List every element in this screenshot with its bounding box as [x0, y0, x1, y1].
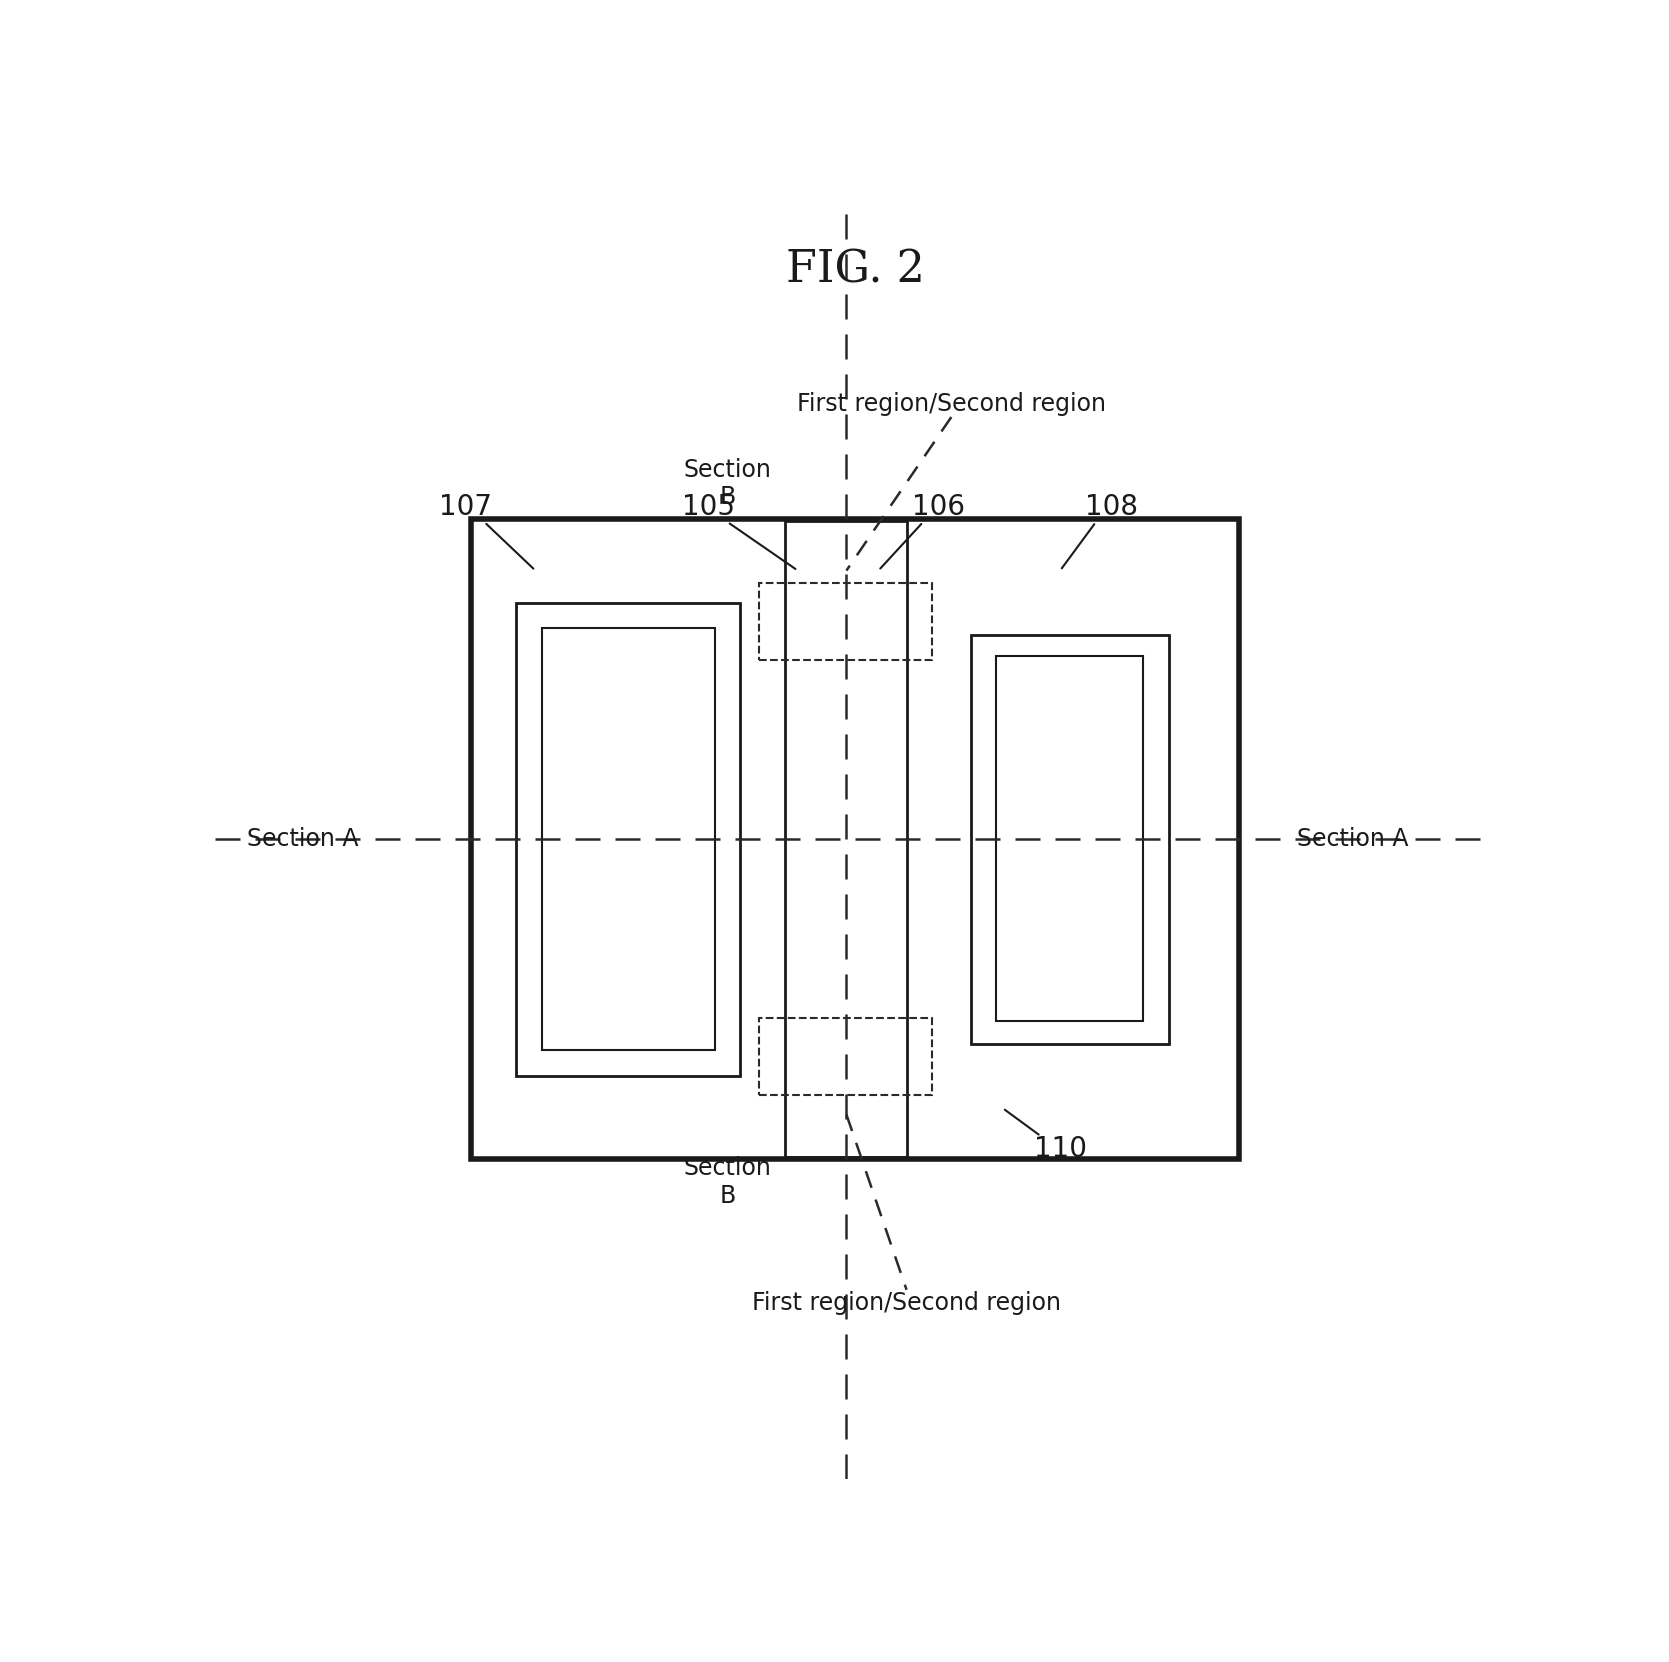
Bar	[784, 520, 906, 1157]
Bar	[759, 583, 933, 660]
Text: Section A: Section A	[247, 828, 359, 851]
Text: 107: 107	[439, 492, 492, 520]
Bar	[516, 603, 739, 1075]
Bar	[971, 635, 1168, 1044]
Text: 105: 105	[681, 492, 734, 520]
Text: Section
B: Section B	[683, 1157, 771, 1208]
Text: First region/Second region: First region/Second region	[796, 392, 1107, 416]
Bar	[471, 519, 1240, 1160]
Text: 108: 108	[1085, 492, 1138, 520]
Text: 106: 106	[911, 492, 965, 520]
Bar	[759, 1019, 933, 1095]
Text: 110: 110	[1033, 1135, 1087, 1163]
Bar	[542, 628, 714, 1050]
Bar	[996, 656, 1143, 1020]
Text: Section A: Section A	[1297, 828, 1409, 851]
Text: FIG. 2: FIG. 2	[786, 248, 925, 291]
Text: First region/Second region: First region/Second region	[753, 1291, 1061, 1315]
Text: Section
B: Section B	[683, 457, 771, 510]
